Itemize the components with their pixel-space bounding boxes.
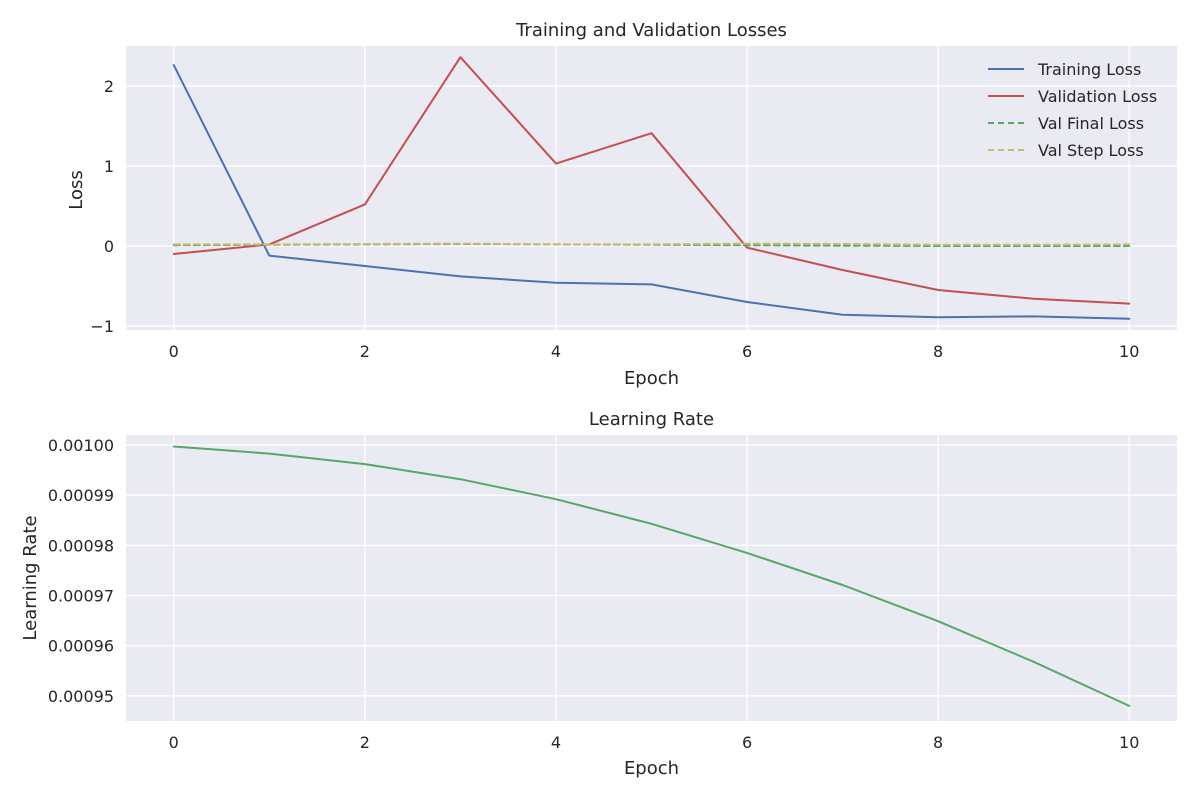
losses-series-line-1 bbox=[172, 64, 1131, 320]
learning-rate-x-tick-label: 2 bbox=[360, 733, 370, 752]
learning-rate-series bbox=[172, 445, 1131, 707]
learning-rate-x-tick-label: 10 bbox=[1119, 733, 1139, 752]
learning-rate-x-tick-label: 0 bbox=[169, 733, 179, 752]
learning-rate-y-tick-label: 0.00098 bbox=[48, 536, 114, 555]
learning-rate-chart-title: Learning Rate bbox=[589, 409, 714, 430]
losses-ticks: 0 2 4 6 8 10 −1 0 1 2 bbox=[90, 77, 1139, 361]
losses-x-tick-label: 10 bbox=[1119, 342, 1139, 361]
losses-x-tick-label: 0 bbox=[169, 342, 179, 361]
learning-rate-ticks: 0 2 4 6 8 10 0.00095 0.00096 0.00097 0.00098 0.000… bbox=[48, 436, 1140, 752]
losses-y-axis-label: Loss bbox=[66, 170, 87, 209]
learning-rate-x-tick-label: 4 bbox=[551, 733, 561, 752]
learning-rate-series-line-1 bbox=[172, 445, 1131, 707]
losses-chart-title: Training and Validation Losses bbox=[515, 20, 787, 41]
learning-rate-x-axis-label: Epoch bbox=[624, 758, 679, 779]
learning-rate-y-tick-label: 0.00100 bbox=[48, 436, 114, 455]
losses-legend: Training Loss Validation Loss Val Final Lo… bbox=[988, 60, 1157, 160]
learning-rate-x-tick-label: 6 bbox=[742, 733, 752, 752]
losses-x-axis-label: Epoch bbox=[624, 368, 679, 389]
losses-gridlines bbox=[126, 46, 1177, 330]
losses-series-line-2 bbox=[172, 56, 1131, 305]
learning-rate-y-tick-label: 0.00096 bbox=[48, 637, 114, 656]
losses-y-tick-label: 0 bbox=[104, 237, 114, 256]
legend-entry-3: Val Final Loss bbox=[1038, 114, 1144, 133]
learning-rate-plot-area bbox=[126, 435, 1177, 721]
losses-x-tick-label: 6 bbox=[742, 342, 752, 361]
learning-rate-x-tick-label: 8 bbox=[933, 733, 943, 752]
learning-rate-y-tick-label: 0.00097 bbox=[48, 587, 114, 606]
learning-rate-y-tick-label: 0.00099 bbox=[48, 486, 114, 505]
learning-rate-y-tick-label: 0.00095 bbox=[48, 687, 114, 706]
learning-rate-y-axis-label: Learning Rate bbox=[20, 515, 41, 640]
losses-y-tick-label: −1 bbox=[90, 317, 114, 336]
losses-y-tick-label: 1 bbox=[104, 157, 114, 176]
legend-entry-4: Val Step Loss bbox=[1038, 141, 1144, 160]
legend-entry-2: Validation Loss bbox=[1038, 87, 1157, 106]
losses-x-tick-label: 8 bbox=[933, 342, 943, 361]
learning-rate-chart: 0 2 4 6 8 10 0.00095 0.00096 0.00097 0.00098 0.000… bbox=[20, 409, 1177, 779]
legend-entry-1: Training Loss bbox=[1037, 60, 1141, 79]
losses-chart: 0 2 4 6 8 10 −1 0 1 2 Training and Validation Los… bbox=[66, 20, 1177, 389]
losses-series-line-4 bbox=[172, 242, 1131, 246]
losses-series bbox=[172, 56, 1131, 320]
losses-x-tick-label: 2 bbox=[360, 342, 370, 361]
losses-x-tick-label: 4 bbox=[551, 342, 561, 361]
losses-plot-area bbox=[126, 46, 1177, 330]
losses-y-tick-label: 2 bbox=[104, 77, 114, 96]
learning-rate-gridlines bbox=[126, 435, 1177, 721]
